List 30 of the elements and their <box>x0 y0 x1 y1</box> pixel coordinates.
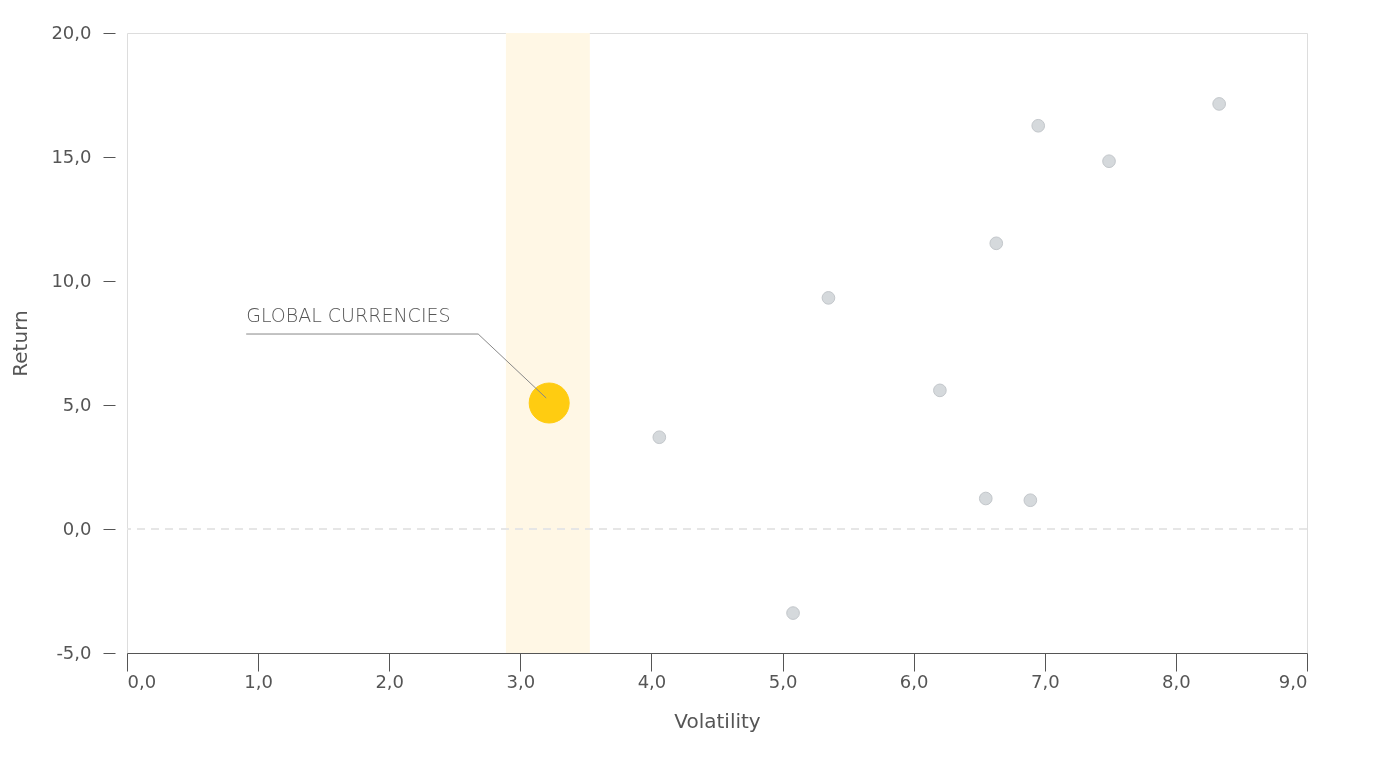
y-tick-label: -5,0 <box>56 641 92 663</box>
point <box>1212 97 1226 111</box>
x-tick-label: 3,0 <box>506 670 536 692</box>
point <box>1023 493 1038 508</box>
annotation: GLOBAL CURRENCIES <box>246 304 451 327</box>
x-tick-label: 7,0 <box>1030 670 1060 692</box>
y-tick-label: 5,0 <box>62 393 92 415</box>
x-tick-label: 9,0 <box>1278 670 1308 692</box>
y-tick-label: 10,0 <box>51 269 92 291</box>
point <box>786 606 800 620</box>
point <box>652 430 667 445</box>
point <box>978 491 993 506</box>
point <box>528 382 570 424</box>
y-tick-label: 20,0 <box>51 21 92 43</box>
x-tick-label: 2,0 <box>375 670 405 692</box>
x-tick-label: 1,0 <box>244 670 273 692</box>
x-tick-label: 6,0 <box>899 670 929 692</box>
point <box>1031 118 1046 133</box>
x-tick-label: 5,0 <box>768 670 798 692</box>
x-tick-label: 0,0 <box>127 670 157 692</box>
y-tick-label: 0,0 <box>62 517 92 539</box>
y-tick-label: 15,0 <box>51 145 92 167</box>
point <box>933 383 947 398</box>
point <box>989 236 1004 251</box>
x-tick-label: 4,0 <box>637 670 667 692</box>
x-axis-title: Volatility <box>674 708 761 733</box>
point <box>821 291 836 305</box>
x-tick-label: 8,0 <box>1162 670 1191 692</box>
point <box>1102 154 1116 169</box>
y-axis-title: Return <box>8 310 33 377</box>
